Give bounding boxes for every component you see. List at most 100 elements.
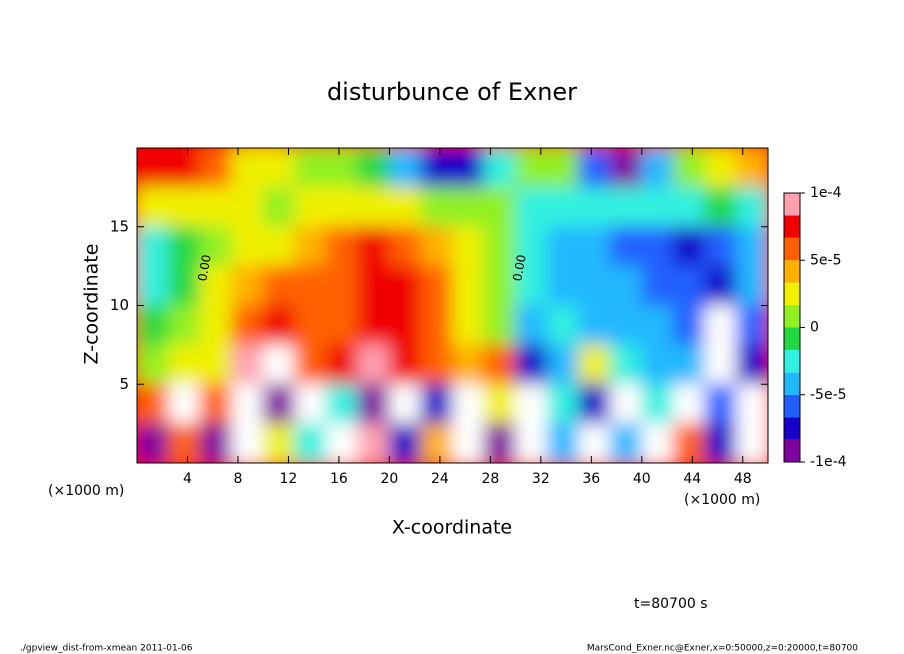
- heat-cell: [609, 226, 643, 267]
- heat-cell: [641, 383, 674, 425]
- heat-cell: [199, 265, 233, 306]
- colorbar-band: [784, 305, 800, 328]
- heat-cell: [452, 344, 485, 385]
- y-axis-label: Z-coordinate: [81, 244, 103, 365]
- heat-cell: [420, 383, 453, 425]
- heat-cell: [294, 148, 327, 188]
- heat-cell: [609, 148, 643, 188]
- heat-cell: [704, 148, 737, 188]
- heat-cell: [483, 226, 517, 267]
- heat-cell: [231, 383, 264, 425]
- heat-cell: [672, 383, 706, 425]
- heat-cell: [641, 148, 674, 188]
- heat-cell: [672, 148, 706, 188]
- heat-cell: [641, 265, 674, 306]
- heat-cell: [231, 423, 264, 463]
- heat-cell: [672, 344, 706, 385]
- heat-cell: [735, 186, 768, 228]
- heat-cell: [420, 423, 453, 463]
- heat-cell: [704, 423, 737, 463]
- heat-cell: [388, 265, 422, 306]
- heat-cell: [452, 383, 485, 425]
- heat-cell: [641, 344, 674, 385]
- field: [137, 148, 768, 463]
- heat-cell: [546, 265, 580, 306]
- heat-cell: [704, 226, 737, 267]
- heat-cell: [168, 423, 201, 463]
- heat-cell: [262, 344, 296, 385]
- heat-cell: [704, 186, 737, 228]
- heat-cell: [546, 344, 580, 385]
- heat-cell: [231, 305, 264, 346]
- heat-cell: [515, 383, 548, 425]
- heat-cell: [546, 305, 580, 346]
- heat-cell: [672, 226, 706, 267]
- heat-cell: [483, 265, 517, 306]
- heat-cell: [735, 148, 768, 188]
- colorbar-tick-label: 1e-4: [810, 185, 842, 201]
- heat-cell: [420, 186, 453, 228]
- heat-cell: [388, 226, 422, 267]
- colorbar-tick-label: 5e-5: [810, 252, 841, 268]
- x-tick-label: 24: [431, 471, 449, 487]
- heat-cell: [325, 186, 359, 228]
- heat-cell: [452, 265, 485, 306]
- contour-label: 0.00: [510, 254, 528, 283]
- heat-cell: [578, 423, 611, 463]
- heat-cell: [294, 383, 327, 425]
- heat-cell: [199, 305, 233, 346]
- heat-cell: [704, 383, 737, 425]
- heat-cell: [641, 186, 674, 228]
- heat-cell: [262, 305, 296, 346]
- heat-cell: [168, 383, 201, 425]
- colorbar-band: [784, 193, 800, 216]
- heat-cell: [420, 226, 453, 267]
- colorbar-band: [784, 282, 800, 306]
- x-tick-label: 12: [280, 471, 298, 487]
- heat-cell: [546, 383, 580, 425]
- heat-cell: [325, 226, 359, 267]
- heat-cell: [704, 265, 737, 306]
- heat-cell: [578, 226, 611, 267]
- x-tick-label: 28: [481, 471, 499, 487]
- chart-title: disturbunce of Exner: [327, 78, 577, 106]
- heat-cell: [294, 423, 327, 463]
- heat-cell: [641, 423, 674, 463]
- heat-cell: [420, 148, 453, 188]
- heat-cell: [262, 383, 296, 425]
- heat-cell: [231, 148, 264, 188]
- heat-cell: [137, 423, 170, 463]
- colorbar-band: [784, 215, 800, 238]
- colorbar-band: [784, 417, 800, 440]
- heat-cell: [388, 383, 422, 425]
- heat-cell: [483, 305, 517, 346]
- heat-cell: [735, 305, 768, 346]
- heat-cell: [199, 186, 233, 228]
- heat-cell: [515, 423, 548, 463]
- heat-cell: [294, 305, 327, 346]
- time-annotation: t=80700 s: [634, 596, 708, 612]
- heat-cell: [641, 305, 674, 346]
- heat-cell: [420, 305, 453, 346]
- footer-right: MarsCond_Exner.nc@Exner,x=0:50000,z=0:20…: [587, 644, 858, 654]
- heat-cell: [609, 265, 643, 306]
- heat-cell: [578, 344, 611, 385]
- heat-cell: [357, 383, 390, 425]
- heat-cell: [388, 305, 422, 346]
- heat-cell: [325, 344, 359, 385]
- colorbar-tick-label: -5e-5: [810, 387, 847, 403]
- heat-cell: [641, 226, 674, 267]
- heat-cell: [262, 423, 296, 463]
- heat-cell: [672, 305, 706, 346]
- heat-cell: [137, 305, 170, 346]
- y-tick-label: 15: [110, 217, 129, 235]
- heat-cell: [483, 383, 517, 425]
- heat-cell: [578, 383, 611, 425]
- x-tick-label: 40: [633, 471, 651, 487]
- heat-cell: [515, 226, 548, 267]
- heat-cell: [483, 423, 517, 463]
- heat-cell: [735, 265, 768, 306]
- x-tick-label: 36: [582, 471, 600, 487]
